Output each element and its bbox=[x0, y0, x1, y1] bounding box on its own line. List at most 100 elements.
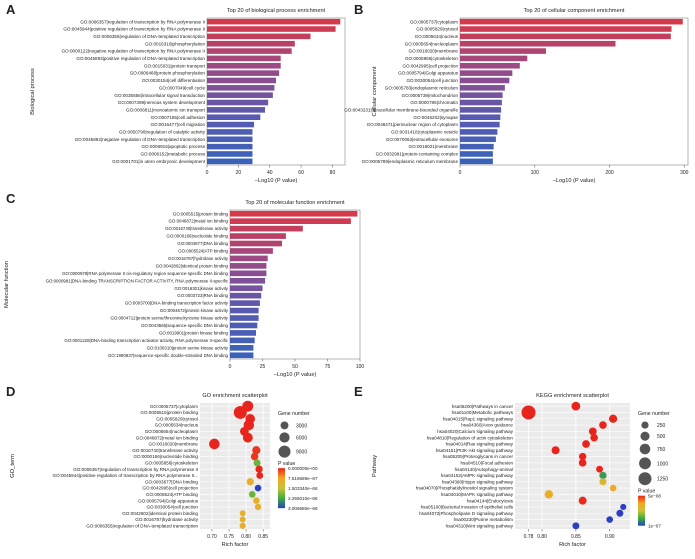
size-legend-dot bbox=[639, 443, 651, 455]
plot-background bbox=[515, 403, 630, 529]
bar bbox=[460, 40, 616, 47]
x-tick-label: 0 bbox=[229, 364, 232, 370]
bar bbox=[230, 352, 254, 359]
bar bbox=[460, 18, 683, 25]
data-point bbox=[253, 497, 260, 504]
data-point bbox=[256, 472, 264, 479]
category-label: GO:0035556|intracellular signal transduc… bbox=[114, 93, 205, 98]
category-label: hsa01100|Metabolic pathways bbox=[452, 410, 514, 415]
color-legend-label: 1e−07 bbox=[648, 524, 661, 529]
bar bbox=[460, 143, 494, 150]
category-label: GO:0045893|positive regulation of DNA-te… bbox=[76, 56, 205, 61]
data-point bbox=[578, 496, 587, 505]
category-label: hsa04010|MAPK signaling pathway bbox=[441, 492, 514, 497]
category-label: hsa04510|Focal adhesion bbox=[460, 460, 513, 465]
bar bbox=[230, 255, 268, 262]
data-point bbox=[596, 465, 603, 473]
x-tick-label: 200 bbox=[605, 170, 614, 176]
y-axis-label: Cellular component bbox=[372, 66, 378, 116]
category-label: GO:0007049|cell cycle bbox=[159, 85, 206, 90]
category-label: GO:0006355|regulation of DNA-templated t… bbox=[86, 523, 198, 528]
bar bbox=[207, 33, 311, 40]
x-tick-label: 300 bbox=[680, 170, 689, 176]
color-legend-label: 5e−08 bbox=[648, 494, 661, 499]
category-label: GO:0006915|apoptotic process bbox=[141, 144, 205, 149]
category-label: hsa04070|Phosphatidylinositol signaling … bbox=[416, 486, 513, 491]
x-tick-label: 0.80 bbox=[241, 534, 251, 540]
bar bbox=[460, 99, 502, 106]
category-label: hsa04360|Axon guidance bbox=[461, 423, 513, 428]
bar bbox=[207, 48, 292, 54]
category-label: GO:0005515|protein binding bbox=[140, 410, 198, 415]
category-label: GO:0106310|protein serine kinase activit… bbox=[147, 345, 229, 350]
category-label: GO:0050790|regulation of catalytic activ… bbox=[119, 130, 206, 135]
data-point bbox=[246, 478, 254, 486]
x-tick-label: 0.70 bbox=[207, 534, 217, 540]
category-label: hsa04140|Autophagy-animal bbox=[455, 467, 513, 472]
x-tick-label: 0.80 bbox=[537, 534, 547, 540]
bar bbox=[230, 337, 255, 344]
chart-title: KEGG enrichment scatterplot bbox=[536, 393, 609, 399]
x-tick-label: 0 bbox=[459, 170, 462, 176]
bar bbox=[207, 18, 341, 25]
size-legend-label: 500 bbox=[657, 434, 666, 440]
x-tick-label: 0.90 bbox=[605, 534, 615, 540]
panel-letter-d: D bbox=[6, 384, 15, 399]
x-tick-label: 0 bbox=[206, 170, 209, 176]
category-label: GO:0045944|positive regulation of transc… bbox=[53, 473, 198, 478]
bar bbox=[207, 26, 336, 32]
panel-b-cc-bar-chart: B GO:0005737|cytoplasm GO:0005829|cytosol… bbox=[344, 2, 688, 184]
bar bbox=[460, 55, 528, 62]
category-label: GO:0005794|Golgi apparatus bbox=[398, 71, 459, 76]
category-label: GO:0006355|regulation of DNA-templated t… bbox=[93, 34, 205, 39]
category-label: GO:0000978|RNA polymerase II cis-regulat… bbox=[62, 271, 228, 276]
data-point bbox=[254, 484, 262, 492]
data-point bbox=[599, 471, 607, 480]
category-label: GO:0000122|negative regulation of transc… bbox=[62, 49, 205, 54]
category-label: GO:0046872|metal ion binding bbox=[136, 435, 199, 440]
bar bbox=[460, 85, 505, 91]
category-label: hsa04390|Hippo signaling pathway bbox=[442, 479, 514, 484]
category-label: GO:0019901|protein kinase binding bbox=[159, 330, 229, 335]
category-label: GO:0016787|hydrolase activity bbox=[135, 517, 198, 522]
data-point bbox=[253, 459, 261, 467]
data-point bbox=[599, 478, 607, 486]
color-bar bbox=[278, 468, 285, 509]
panel-c-mf-bar-chart: C GO:0005515|protein binding GO:0046872|m… bbox=[4, 191, 364, 378]
bar bbox=[207, 129, 253, 135]
plot-frame bbox=[206, 17, 346, 166]
data-point bbox=[606, 516, 614, 523]
category-label: hsa05205|Proteoglycans in cancer bbox=[443, 454, 514, 459]
data-point bbox=[242, 432, 253, 443]
category-label: GO:0003677|DNA binding bbox=[145, 479, 198, 484]
data-point bbox=[616, 509, 624, 517]
data-point bbox=[252, 446, 261, 455]
size-legend-label: 250 bbox=[657, 423, 666, 429]
size-legend-label: 6000 bbox=[296, 436, 307, 442]
category-label: GO:0005829|cytosol bbox=[156, 416, 198, 421]
bar bbox=[207, 40, 295, 47]
panel-letter-c: C bbox=[6, 191, 16, 206]
bar bbox=[207, 70, 280, 76]
category-label: GO:0005829|cytosol bbox=[416, 27, 458, 32]
x-tick-label: 100 bbox=[356, 364, 365, 370]
category-label: GO:0004712|protein serine/threonine/tyro… bbox=[110, 316, 228, 321]
category-label: GO:0031410|cytoplasmic vesicle bbox=[391, 130, 458, 135]
category-label: hsa04152|AMPK signaling pathway bbox=[441, 473, 514, 478]
category-label: GO:0030054|cell junction bbox=[146, 505, 198, 510]
size-legend-title: Gene number bbox=[638, 411, 670, 417]
category-label: GO:0000166|nucleotide binding bbox=[166, 234, 228, 239]
bar bbox=[230, 322, 258, 329]
x-tick-label: 75 bbox=[325, 364, 331, 370]
size-legend-label: 1000 bbox=[657, 461, 668, 467]
size-legend-label: 9000 bbox=[296, 450, 307, 456]
data-point bbox=[250, 452, 259, 461]
y-axis-label: Molecular function bbox=[4, 261, 10, 308]
category-label: hsa05200|Pathways in cancer bbox=[452, 404, 514, 409]
bar bbox=[207, 77, 276, 84]
category-label: GO:0016301|kinase activity bbox=[174, 286, 228, 291]
data-point bbox=[233, 405, 247, 419]
x-tick-label: 80 bbox=[330, 170, 336, 176]
category-label: GO:0006468|protein phosphorylation bbox=[130, 71, 206, 76]
bar bbox=[230, 315, 259, 321]
